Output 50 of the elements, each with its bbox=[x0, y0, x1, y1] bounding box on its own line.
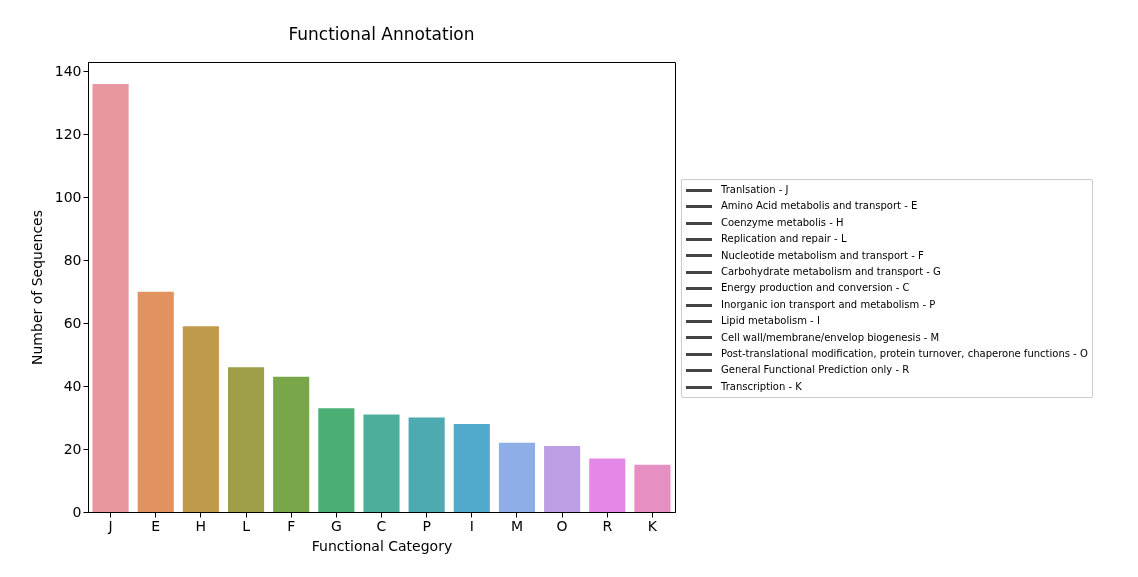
y-tick-label: 40 bbox=[63, 377, 82, 394]
x-tick-label: L bbox=[242, 517, 251, 534]
bar bbox=[273, 376, 310, 512]
y-tick-label: 80 bbox=[63, 251, 82, 268]
x-tick-label: R bbox=[602, 517, 613, 534]
bar bbox=[227, 367, 265, 512]
bar bbox=[363, 414, 400, 512]
y-tick-label: 100 bbox=[54, 188, 82, 205]
text: General Functional Prediction only - R bbox=[721, 363, 910, 378]
text: Carbohydrate metabolism and transport - G bbox=[721, 265, 941, 280]
x-tick-label: H bbox=[195, 517, 207, 534]
x-tick-label: K bbox=[647, 517, 658, 534]
x-tick-label: J bbox=[107, 517, 113, 534]
text: Replication and repair - L bbox=[721, 232, 847, 247]
text: Inorganic ion transport and metabolism - P bbox=[721, 297, 936, 312]
x-tick-label: M bbox=[510, 517, 524, 534]
x-tick-label: G bbox=[330, 517, 342, 534]
y-tick-label: 120 bbox=[54, 125, 82, 142]
text: Energy production and conversion - C bbox=[721, 281, 910, 296]
text: Tranlsation - J bbox=[721, 183, 789, 197]
text: Cell wall/membrane/envelop biogenesis - M bbox=[721, 330, 940, 345]
x-tick-label: F bbox=[287, 517, 296, 534]
bar bbox=[182, 326, 219, 512]
text: Coenzyme metabolis - H bbox=[721, 215, 844, 230]
y-tick-label: 20 bbox=[63, 440, 82, 457]
bar bbox=[544, 445, 581, 512]
text: Nucleotide metabolism and transport - F bbox=[721, 248, 924, 263]
text: Post-translational modification, protein turnover, chaperone functions - O bbox=[721, 347, 1088, 362]
x-tick-label: P bbox=[422, 517, 431, 534]
text: Amino Acid metabolis and transport - E bbox=[721, 199, 918, 214]
bar bbox=[137, 291, 174, 512]
text: Transcription - K bbox=[721, 379, 802, 394]
bar bbox=[92, 84, 129, 512]
bar bbox=[408, 417, 445, 512]
x-tick-label: C bbox=[376, 517, 387, 534]
x-tick-label: I bbox=[469, 517, 474, 534]
bar bbox=[453, 423, 490, 512]
x-axis-title: Functional Category bbox=[311, 537, 453, 554]
chart-title: Functional Annotation bbox=[288, 24, 475, 44]
y-tick-label: 60 bbox=[63, 314, 82, 331]
y-axis-title: Number of Sequences bbox=[28, 210, 45, 365]
text: Lipid metabolism - I bbox=[721, 314, 820, 329]
y-tick-label: 0 bbox=[72, 503, 82, 520]
bar bbox=[634, 464, 671, 512]
bar bbox=[498, 442, 536, 512]
bar bbox=[318, 408, 355, 512]
x-tick-label: O bbox=[556, 517, 568, 534]
x-tick-label: E bbox=[151, 517, 161, 534]
y-tick-label: 140 bbox=[54, 62, 82, 79]
bar bbox=[589, 458, 626, 512]
